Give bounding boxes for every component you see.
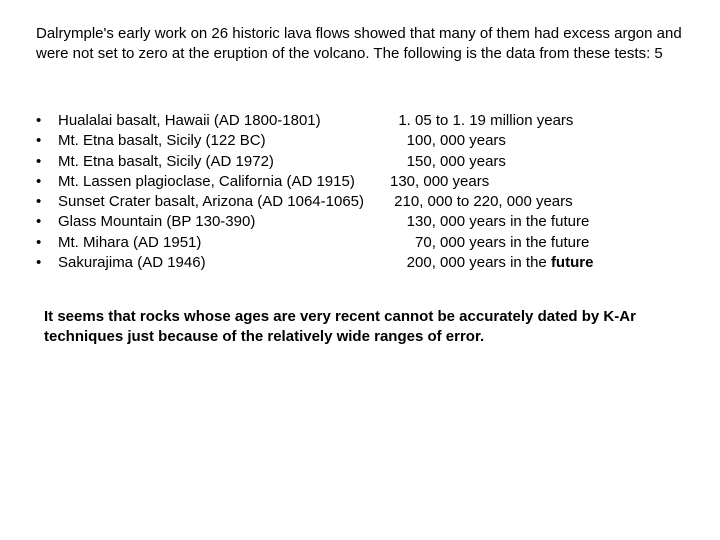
sample-label: Mt. Lassen plagioclase, California (AD 1… (58, 172, 390, 192)
sample-label: Sunset Crater basalt, Arizona (AD 1064-1… (58, 192, 390, 212)
bullet-icon: • (36, 172, 58, 192)
list-item: •Mt. Mihara (AD 1951) 70, 000 years in t… (36, 233, 684, 253)
age-value: 130, 000 years in the future (390, 212, 684, 232)
sample-label: Mt. Etna basalt, Sicily (AD 1972) (58, 152, 390, 172)
age-value: 200, 000 years in the future (390, 253, 684, 273)
list-item: •Sunset Crater basalt, Arizona (AD 1064-… (36, 192, 684, 212)
bullet-icon: • (36, 233, 58, 253)
list-item: •Mt. Etna basalt, Sicily (AD 1972) 150, … (36, 152, 684, 172)
sample-label: Sakurajima (AD 1946) (58, 253, 390, 273)
bullet-icon: • (36, 111, 58, 131)
conclusion-paragraph: It seems that rocks whose ages are very … (36, 307, 684, 346)
list-item: •Glass Mountain (BP 130-390) 130, 000 ye… (36, 212, 684, 232)
lava-flow-list: •Hualalai basalt, Hawaii (AD 1800-1801) … (36, 111, 684, 273)
bullet-icon: • (36, 212, 58, 232)
sample-label: Hualalai basalt, Hawaii (AD 1800-1801) (58, 111, 390, 131)
list-item: •Mt. Etna basalt, Sicily (122 BC) 100, 0… (36, 131, 684, 151)
list-item: •Sakurajima (AD 1946) 200, 000 years in … (36, 253, 684, 273)
list-item: •Mt. Lassen plagioclase, California (AD … (36, 172, 684, 192)
age-value: 1. 05 to 1. 19 million years (390, 111, 684, 131)
future-word: future (551, 254, 594, 271)
list-item: •Hualalai basalt, Hawaii (AD 1800-1801) … (36, 111, 684, 131)
sample-label: Mt. Etna basalt, Sicily (122 BC) (58, 131, 390, 151)
intro-paragraph: Dalrymple's early work on 26 historic la… (36, 24, 684, 63)
age-value: 70, 000 years in the future (390, 233, 684, 253)
slide: Dalrymple's early work on 26 historic la… (0, 0, 720, 346)
bullet-icon: • (36, 131, 58, 151)
age-value: 100, 000 years (390, 131, 684, 151)
bullet-icon: • (36, 253, 58, 273)
age-value: 210, 000 to 220, 000 years (390, 192, 684, 212)
bullet-icon: • (36, 192, 58, 212)
age-value: 150, 000 years (390, 152, 684, 172)
bullet-icon: • (36, 152, 58, 172)
sample-label: Glass Mountain (BP 130-390) (58, 212, 390, 232)
age-value: 130, 000 years (390, 172, 684, 192)
sample-label: Mt. Mihara (AD 1951) (58, 233, 390, 253)
